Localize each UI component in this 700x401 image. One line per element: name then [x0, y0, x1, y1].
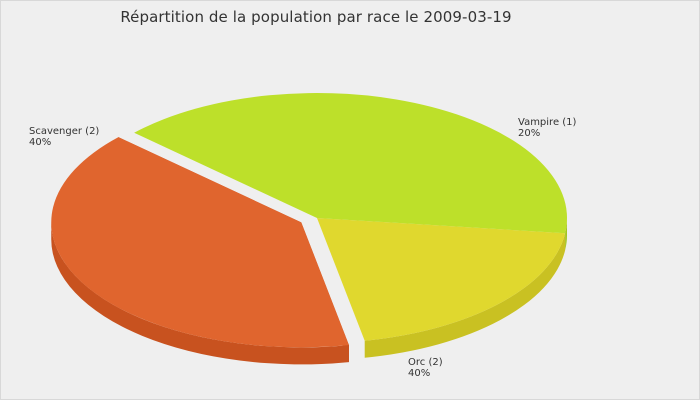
- pie-slice-scavenger: [51, 137, 349, 348]
- pie-slice-side-scavenger: [51, 222, 349, 365]
- pie-slice-orc: [134, 92, 568, 234]
- slice-label-orc-name: Orc (2): [408, 357, 443, 368]
- chart-title: Répartition de la population par race le…: [120, 8, 512, 26]
- slice-label-vampire-percent: 20%: [518, 128, 540, 139]
- slice-label-scavenger-percent: 40%: [29, 137, 51, 148]
- slice-label-orc-percent: 40%: [408, 368, 430, 379]
- pie-slice-vampire: [317, 218, 566, 341]
- slice-label-vampire-name: Vampire (1): [518, 117, 577, 128]
- pie-slice-side-orc: [565, 218, 567, 251]
- slice-label-scavenger-name: Scavenger (2): [29, 126, 99, 137]
- pie-slice-side-vampire: [364, 233, 566, 358]
